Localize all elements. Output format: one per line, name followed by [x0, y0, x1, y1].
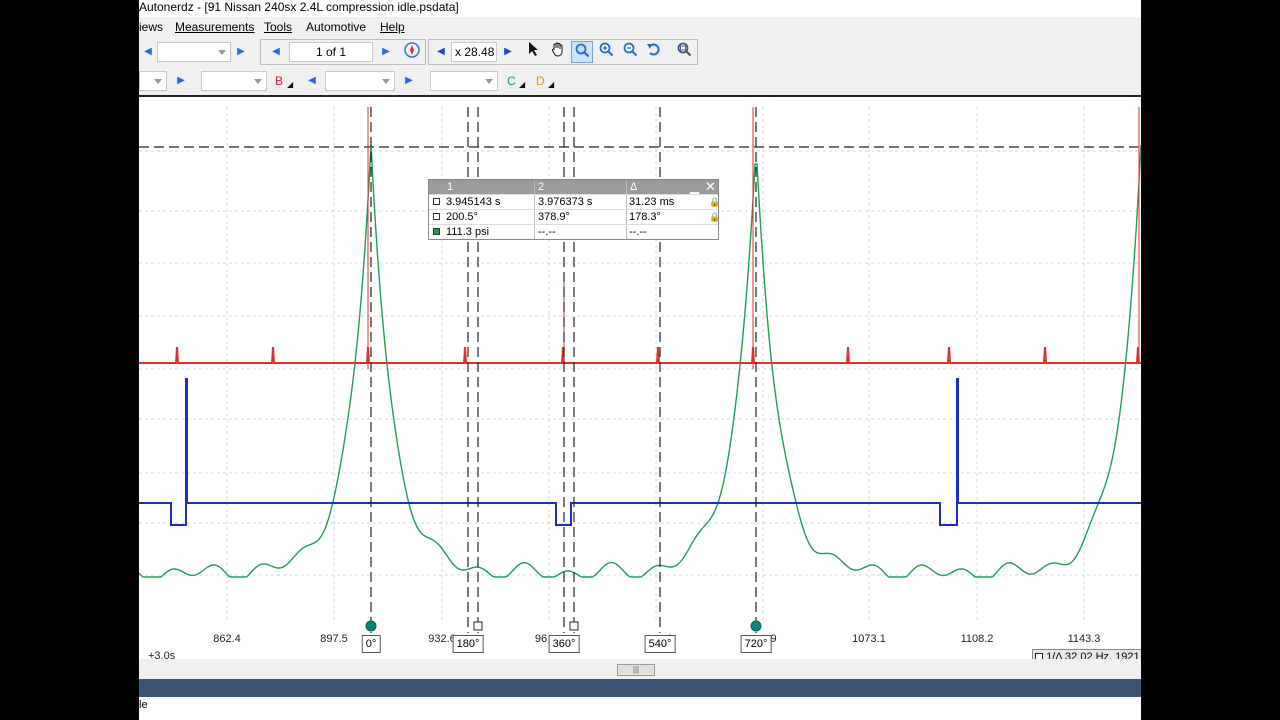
- status-bar: le: [139, 697, 1141, 720]
- minimize-icon[interactable]: ▁: [690, 180, 700, 194]
- status-text: le: [139, 699, 148, 711]
- hand-icon[interactable]: [547, 41, 569, 63]
- menu-tools[interactable]: Tools: [264, 20, 293, 34]
- channel-c-button[interactable]: C ◢: [507, 74, 526, 89]
- next-buffer-button[interactable]: ▶: [237, 46, 245, 57]
- channel-b-range[interactable]: [325, 71, 395, 91]
- page-indicator[interactable]: 1 of 1: [289, 42, 373, 62]
- buffer-select[interactable]: [157, 42, 231, 62]
- col-header-1: 1: [447, 181, 454, 193]
- ruler-label-540[interactable]: 540°: [644, 635, 676, 653]
- channel-a-next-button[interactable]: ▶: [177, 75, 185, 86]
- horizontal-scrollbar[interactable]: |||: [139, 659, 1141, 679]
- x-tick-label: 1143.3: [1067, 633, 1101, 645]
- menu-automotive[interactable]: Automotive: [306, 20, 367, 34]
- pointer-icon[interactable]: [523, 41, 545, 63]
- close-icon[interactable]: ✕: [705, 179, 716, 194]
- scroll-thumb[interactable]: |||: [617, 664, 655, 676]
- trace-channel-c: [139, 144, 1141, 578]
- menu-bar: iews Measurements Tools Automotive Help: [139, 17, 1141, 37]
- col-header-delta: Δ: [630, 181, 638, 193]
- channel-b-coupling[interactable]: [430, 71, 498, 91]
- page-nav-group: ◀ 1 of 1 ▶: [260, 39, 426, 65]
- toolbar-main: ◀ ▶ ◀ 1 of 1 ▶ ◀ x 28.48 ▶: [139, 38, 1141, 66]
- channel-a-coupling[interactable]: [201, 71, 267, 91]
- undo-zoom-icon[interactable]: [643, 41, 665, 63]
- zoom-select-icon[interactable]: [571, 41, 593, 63]
- ruler-handle: [365, 620, 377, 632]
- x-tick-label: 1073.1: [852, 633, 886, 645]
- zoom-group: ◀ x 28.48 ▶: [428, 39, 698, 65]
- channel-a-range[interactable]: [139, 71, 167, 91]
- channel-d-button[interactable]: D ◢: [536, 74, 555, 89]
- prev-buffer-button[interactable]: ◀: [144, 46, 152, 57]
- x-tick-label: .9: [767, 633, 777, 645]
- zoom-out-icon[interactable]: [619, 41, 641, 63]
- next-page-button[interactable]: ▶: [382, 46, 390, 57]
- title-bar: Autonerdz - [91 Nissan 240sx 2.4L compre…: [139, 0, 1141, 17]
- chevron-down-icon: [154, 79, 162, 84]
- x-tick-label: 1108.2: [960, 633, 994, 645]
- lock-icon[interactable]: 🔒: [709, 197, 721, 207]
- trace-channel-b: [139, 378, 1141, 526]
- zoom-overview-icon[interactable]: [673, 41, 695, 63]
- measurement-table[interactable]: 1 2 Δ ▁ ✕ 3.945143 s 3.976373 s 31.23 ms…: [428, 179, 721, 240]
- measurement-row-angle[interactable]: 200.5° 378.9° 178.3° 🔒: [429, 209, 721, 225]
- ruler-square-icon: [433, 213, 440, 220]
- x-tick-label: 932.6: [428, 633, 456, 645]
- chevron-down-icon: [218, 50, 226, 55]
- zoom-prev-button[interactable]: ◀: [437, 46, 445, 57]
- ruler-square-icon: [433, 198, 440, 205]
- x-tick-label: 862.4: [213, 633, 241, 645]
- chevron-down-icon: [382, 79, 390, 84]
- toolbar-channels: ▶ B ◢ ◀ ▶ C ◢ D ◢: [139, 67, 1141, 97]
- ruler-label-180[interactable]: 180°: [452, 635, 484, 653]
- menu-measurements[interactable]: Measurements: [175, 20, 255, 34]
- channel-c-square-icon: [433, 228, 440, 235]
- ruler-handle: [473, 621, 483, 631]
- x-tick-label: 96: [534, 633, 548, 645]
- menu-views[interactable]: iews: [139, 20, 164, 34]
- measurement-row-time[interactable]: 3.945143 s 3.976373 s 31.23 ms 🔒: [429, 194, 721, 210]
- zoom-in-icon[interactable]: [595, 41, 617, 63]
- channel-b-next-button[interactable]: ▶: [405, 75, 413, 86]
- zoom-value[interactable]: x 28.48: [451, 42, 497, 62]
- compass-icon[interactable]: [401, 41, 423, 63]
- zoom-next-button[interactable]: ▶: [504, 46, 512, 57]
- channel-b-button[interactable]: B ◢: [275, 74, 294, 89]
- trace-channel-a: [139, 346, 1141, 364]
- window-title: Autonerdz - [91 Nissan 240sx 2.4L compre…: [139, 0, 459, 14]
- ruler-label-360[interactable]: 360°: [548, 635, 580, 653]
- overview-band: [139, 679, 1141, 697]
- ruler-label-0[interactable]: 0°: [361, 635, 381, 653]
- chevron-down-icon: [485, 79, 493, 84]
- ruler-handle: [569, 621, 579, 631]
- channel-b-prev-button[interactable]: ◀: [308, 75, 316, 86]
- chevron-down-icon: [254, 79, 262, 84]
- menu-help[interactable]: Help: [380, 20, 405, 34]
- app-window: Autonerdz - [91 Nissan 240sx 2.4L compre…: [139, 0, 1141, 720]
- ruler-label-720[interactable]: 720°: [740, 635, 772, 653]
- ruler-handle: [750, 620, 762, 632]
- prev-page-button[interactable]: ◀: [272, 46, 280, 57]
- measurement-header[interactable]: 1 2 Δ ▁ ✕: [429, 180, 718, 194]
- lock-icon[interactable]: 🔒: [709, 212, 721, 222]
- measurement-row-pressure[interactable]: 111.3 psi --.-- --.--: [429, 224, 718, 240]
- col-header-2: 2: [538, 181, 545, 193]
- x-tick-label: 897.5: [320, 633, 348, 645]
